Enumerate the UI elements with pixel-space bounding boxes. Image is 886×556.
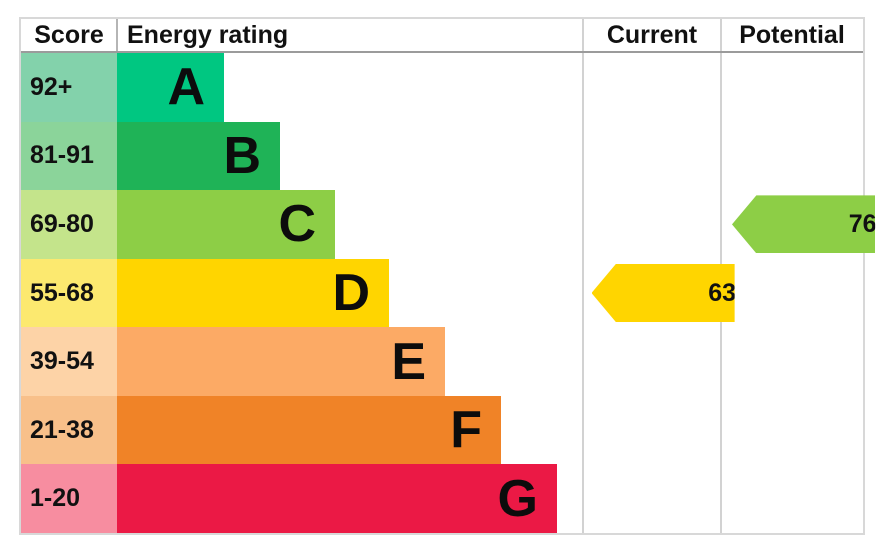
band-row-b: 81-91 B [21,121,863,191]
potential-rating-arrow: 76 C [732,195,876,254]
band-row-e: 39-54 E [21,327,863,396]
band-score-range: 1-20 [21,464,117,534]
score-column-divider [116,19,118,51]
band-letter: C [278,195,316,254]
band-score-range: 92+ [21,53,117,122]
band-letter: B [223,126,261,185]
band-bar-f: F [117,395,501,465]
potential-rating-label: 76 C [848,209,877,238]
current-rating-label: 63 D [708,278,762,307]
band-row-f: 21-38 F [21,395,863,465]
band-rows: 92+ A 81-91 B 69-80 C 55-68 D 39-54 E 21-38 F 1-20 G [21,53,863,534]
band-letter: E [391,332,426,391]
band-bar-g: G [117,464,557,534]
band-score-range: 81-91 [21,121,117,191]
band-score-range: 69-80 [21,190,117,259]
band-bar-d: D [117,258,389,328]
band-letter: A [167,58,205,117]
band-score-range: 21-38 [21,395,117,465]
current-rating-arrow: 63 D [591,264,735,322]
band-bar-a: A [117,53,224,122]
band-row-c: 69-80 C [21,190,863,259]
band-score-range: 39-54 [21,327,117,396]
table-header: Score Energy rating Current Potential [21,19,863,53]
column-header-score: Score [34,21,104,49]
band-letter: G [497,469,538,528]
band-bar-b: B [117,121,280,191]
band-letter: F [450,401,482,460]
epc-table: Score Energy rating Current Potential 92… [19,17,876,535]
band-row-a: 92+ A [21,53,863,122]
current-column-divider [582,19,584,533]
band-bar-e: E [117,327,445,396]
column-header-energy-rating: Energy rating [127,21,289,49]
band-score-range: 55-68 [21,258,117,328]
column-header-potential: Potential [739,21,845,49]
band-row-d: 55-68 D [21,258,863,328]
band-letter: D [332,264,370,323]
column-header-current: Current [606,21,698,49]
band-row-g: 1-20 G [21,464,863,534]
band-bar-c: C [117,190,335,259]
